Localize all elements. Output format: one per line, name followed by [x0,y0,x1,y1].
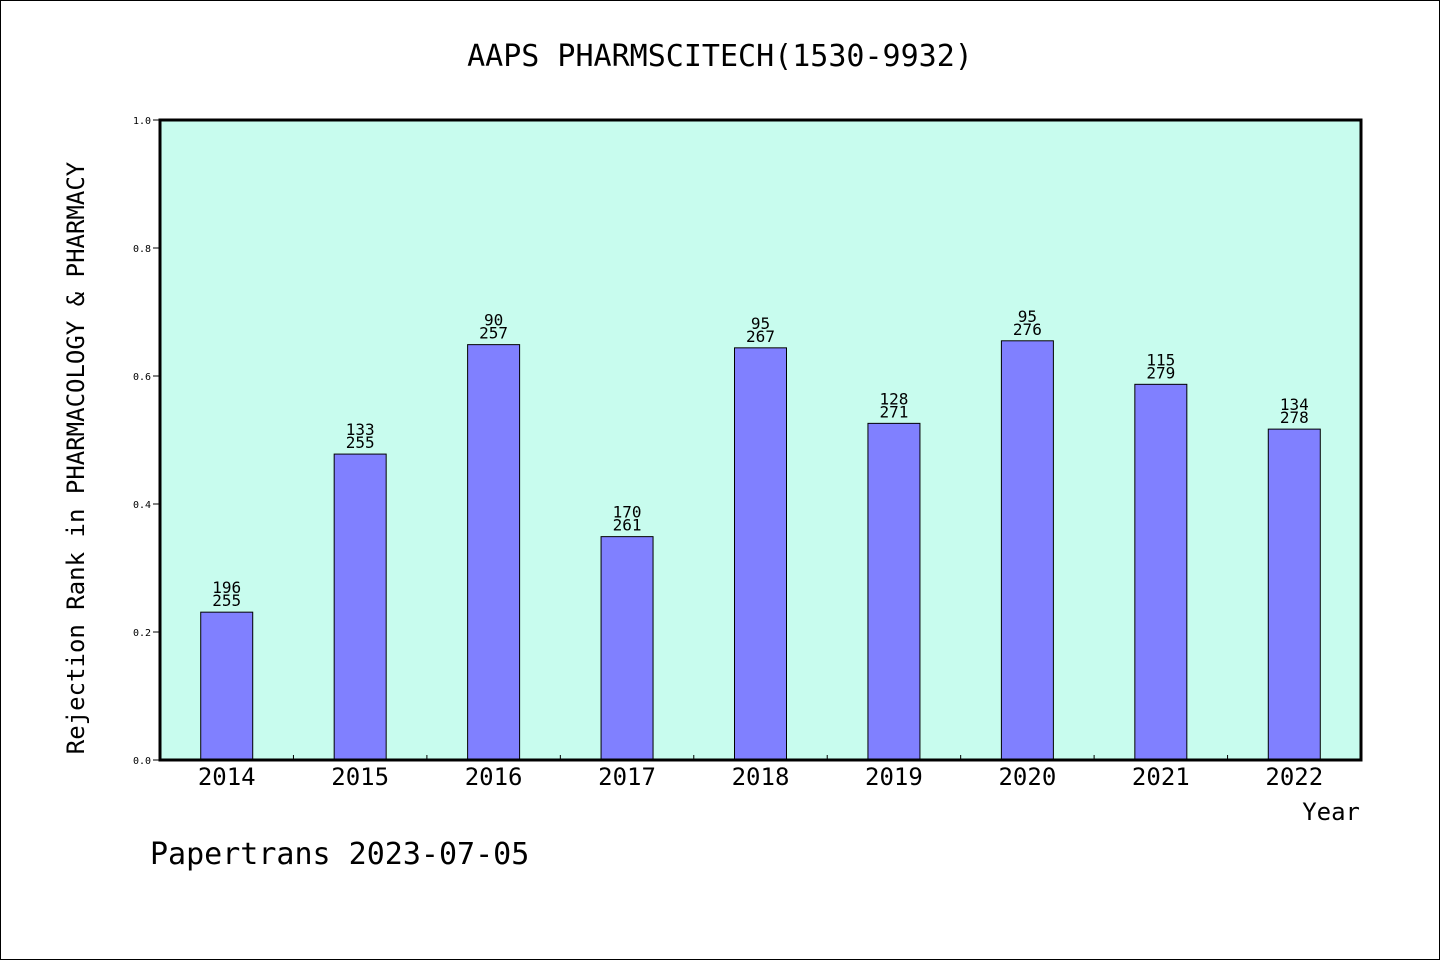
bar-2019 [867,422,921,761]
bar-rank-label-2017: 170 [613,503,642,522]
bar-2017 [600,536,654,761]
plot-border [158,118,1363,762]
y-tick-label: 0.6 [133,372,151,383]
bar-total-label-2018: 267 [746,327,775,346]
x-axis: 2014 2015 2016 2017 2018 2019 2020 2021 2022 [198,755,1323,791]
chart-title: AAPS PHARMSCITECH(1530-9932) [467,39,973,74]
y-axis: 0.0 0.2 0.4 0.6 0.8 1.0 [133,116,160,767]
x-tick-label-2022: 2022 [1265,763,1323,791]
bar-total-label-2014: 255 [212,591,241,610]
bar-2014 [200,611,254,761]
bar-labels-layer: 1962551332559025717026195267128271952761… [212,307,1308,610]
y-tick-label: 0.0 [133,756,151,767]
x-tick-label-2020: 2020 [998,763,1056,791]
bar-rank-label-2020: 95 [1018,307,1037,326]
bar-2022 [1267,428,1321,761]
bar-2021 [1134,383,1188,761]
bar-2016 [467,344,521,761]
bar-rank-label-2018: 95 [751,314,770,333]
y-tick-label: 0.4 [133,500,151,511]
bar-total-label-2020: 276 [1013,320,1042,339]
bar-total-label-2019: 271 [879,402,908,421]
bar-2018 [734,347,787,761]
bar-rank-label-2014: 196 [212,578,241,597]
bar-rank-label-2019: 128 [879,389,908,408]
bar-total-label-2015: 255 [346,433,375,452]
bar-total-label-2022: 278 [1280,408,1309,427]
bar-2020 [1000,340,1054,761]
x-tick-label-2021: 2021 [1132,763,1190,791]
x-tick-label-2015: 2015 [331,763,389,791]
bar-total-label-2017: 261 [613,516,642,535]
x-tick-label-2016: 2016 [465,763,523,791]
bar-rank-label-2015: 133 [346,420,375,439]
bar-rank-label-2022: 134 [1280,395,1309,414]
y-axis-label: Rejection Rank in PHARMACOLOGY & PHARMAC… [62,161,90,754]
bar-total-label-2021: 279 [1146,363,1175,382]
x-axis-label: Year [1302,798,1360,826]
bar-total-label-2016: 257 [479,324,508,343]
bar-2015 [333,453,387,761]
y-tick-label: 0.8 [133,244,151,255]
bar-rank-label-2021: 115 [1146,350,1175,369]
x-tick-label-2018: 2018 [732,763,790,791]
x-tick-label-2014: 2014 [198,763,256,791]
bar-rank-label-2016: 90 [484,311,503,330]
bars-layer [200,340,1321,761]
footer-credit: Papertrans 2023-07-05 [150,837,529,872]
x-tick-label-2019: 2019 [865,763,923,791]
x-tick-label-2017: 2017 [598,763,656,791]
y-tick-label: 1.0 [133,116,151,127]
y-tick-label: 0.2 [133,628,151,639]
